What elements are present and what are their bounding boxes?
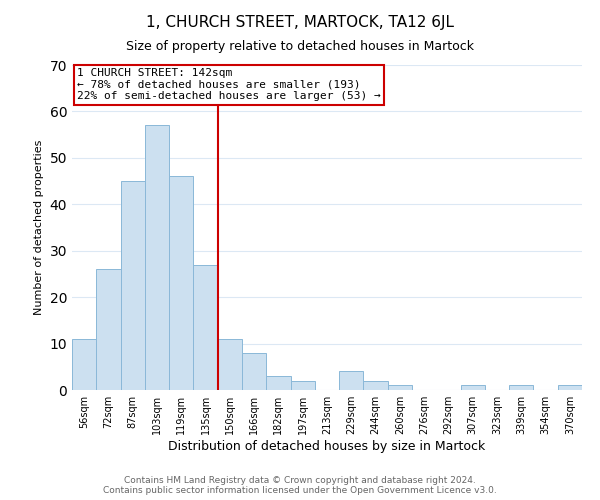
X-axis label: Distribution of detached houses by size in Martock: Distribution of detached houses by size … xyxy=(169,440,485,453)
Text: 1 CHURCH STREET: 142sqm
← 78% of detached houses are smaller (193)
22% of semi-d: 1 CHURCH STREET: 142sqm ← 78% of detache… xyxy=(77,68,381,102)
Text: Contains HM Land Registry data © Crown copyright and database right 2024.
Contai: Contains HM Land Registry data © Crown c… xyxy=(103,476,497,495)
Bar xyxy=(388,386,412,390)
Text: Size of property relative to detached houses in Martock: Size of property relative to detached ho… xyxy=(126,40,474,53)
Bar xyxy=(218,339,242,390)
Bar xyxy=(364,380,388,390)
Bar xyxy=(509,386,533,390)
Bar xyxy=(96,270,121,390)
Bar xyxy=(290,380,315,390)
Bar xyxy=(193,264,218,390)
Bar xyxy=(242,353,266,390)
Bar xyxy=(121,181,145,390)
Bar xyxy=(72,339,96,390)
Bar xyxy=(339,372,364,390)
Bar xyxy=(145,126,169,390)
Bar xyxy=(266,376,290,390)
Y-axis label: Number of detached properties: Number of detached properties xyxy=(34,140,44,315)
Bar xyxy=(558,386,582,390)
Text: 1, CHURCH STREET, MARTOCK, TA12 6JL: 1, CHURCH STREET, MARTOCK, TA12 6JL xyxy=(146,15,454,30)
Bar xyxy=(169,176,193,390)
Bar xyxy=(461,386,485,390)
